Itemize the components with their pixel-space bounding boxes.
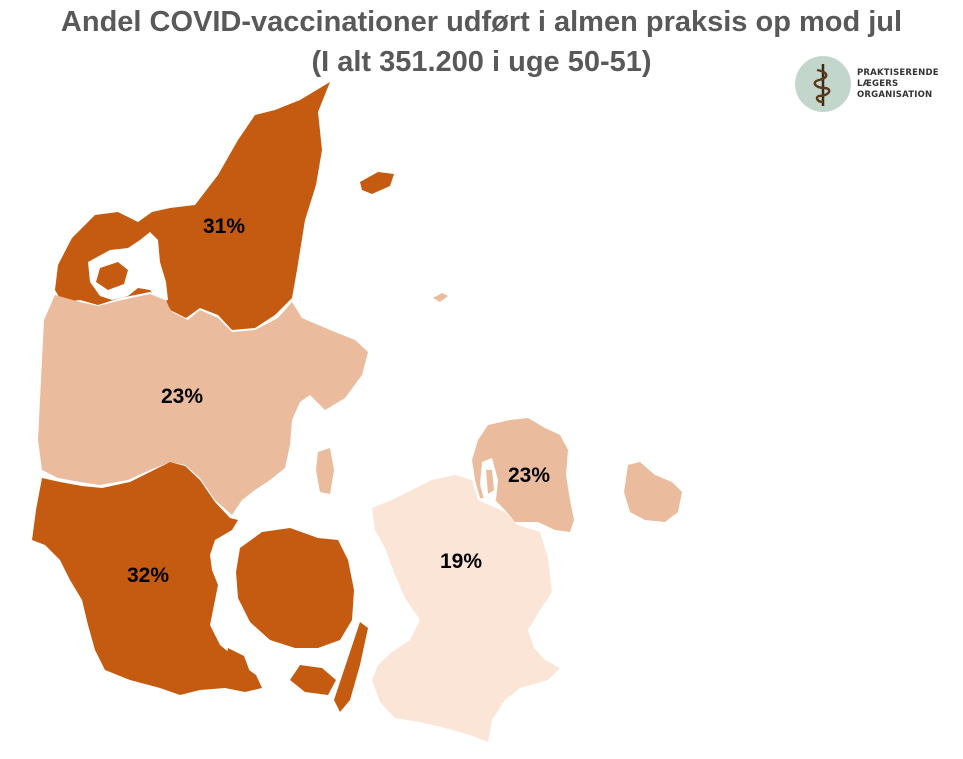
title-line-2: (I alt 351.200 i uge 50-51) (311, 46, 652, 78)
region-hovedstaden[interactable] (472, 418, 574, 532)
region-hovedstaden-value: 23% (508, 464, 551, 487)
region-hovedstaden-bornholm[interactable] (624, 462, 682, 522)
logo-text-line-2: LÆGERS (857, 79, 899, 89)
region-syddanmark-funen[interactable] (236, 528, 354, 648)
region-sjaelland-value: 19% (440, 550, 483, 573)
logo-text: PRAKTISERENDE LÆGERS ORGANISATION (857, 68, 939, 101)
title-line-1: Andel COVID-vaccinationer udført i almen… (60, 6, 903, 38)
island-anholt (433, 293, 448, 302)
island-laeso (360, 172, 394, 194)
region-nordjylland-value: 31% (203, 215, 246, 238)
plo-logo: PRAKTISERENDE LÆGERS ORGANISATION (795, 56, 939, 114)
island-samso (316, 448, 334, 494)
staff-of-asclepius-icon (813, 64, 831, 106)
region-midtjylland-value: 23% (161, 385, 204, 408)
map-title: Andel COVID-vaccinationer udført i almen… (0, 2, 963, 82)
logo-text-line-3: ORGANISATION (857, 90, 933, 100)
region-midtjylland[interactable] (38, 294, 368, 515)
region-syddanmark[interactable] (32, 462, 262, 695)
logo-text-line-1: PRAKTISERENDE (857, 68, 939, 78)
region-syddanmark-value: 32% (127, 564, 170, 587)
logo-circle (795, 56, 851, 112)
region-nordjylland[interactable] (55, 82, 330, 330)
